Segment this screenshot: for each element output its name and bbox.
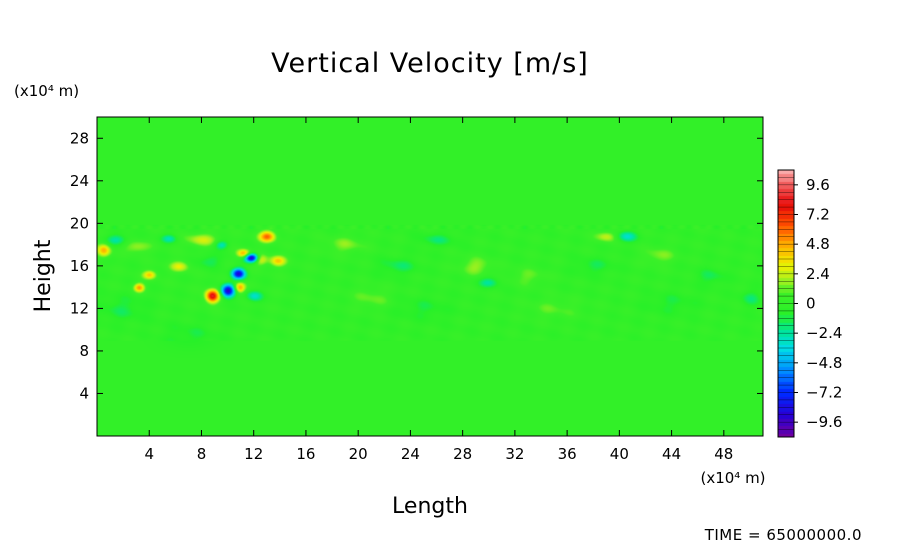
colorbar: 9.6 7.2 4.8 2.4 0 −2.4 −4.8 −7.2 −9.6 <box>777 169 842 438</box>
colorbar-tick-label: −2.4 <box>806 324 842 342</box>
x-tick-label: 36 <box>558 445 577 463</box>
y-tick-label: 28 <box>70 129 89 147</box>
x-tick-label: 32 <box>505 445 524 463</box>
colorbar-tick-label: 4.8 <box>806 235 830 253</box>
plot-area <box>96 116 764 437</box>
x-tick-label: 48 <box>714 445 733 463</box>
y-axis-ticks: 4 8 12 16 20 24 28 <box>70 129 763 402</box>
colorbar-tick-label: 0 <box>806 295 816 313</box>
colorbar-tick-label: 7.2 <box>806 206 830 224</box>
x-axis-ticks: 4 8 12 16 20 24 28 32 36 40 44 48 <box>144 117 733 463</box>
y-tick-label: 12 <box>70 299 89 317</box>
x-tick-label: 24 <box>401 445 420 463</box>
x-axis-label: Length <box>392 494 468 519</box>
colorbar-tick-label: 9.6 <box>806 176 830 194</box>
y-tick-label: 20 <box>70 214 89 232</box>
colorbar-tick-label: 2.4 <box>806 265 830 283</box>
y-axis-label: Height <box>31 239 56 312</box>
colorbar-tick-label: −9.6 <box>806 413 842 431</box>
time-label: TIME = 65000000.0 <box>704 526 862 544</box>
x-tick-label: 16 <box>296 445 315 463</box>
colorbar-tick-label: −4.8 <box>806 354 842 372</box>
plot-frame <box>96 116 764 437</box>
chart-title: Vertical Velocity [m/s] <box>271 48 589 79</box>
x-tick-label: 8 <box>197 445 207 463</box>
colorbar-ticks: 9.6 7.2 4.8 2.4 0 −2.4 −4.8 −7.2 −9.6 <box>794 176 842 431</box>
y-axis-unit: (x10⁴ m) <box>14 82 79 100</box>
x-axis-unit: (x10⁴ m) <box>700 469 765 487</box>
y-tick-label: 16 <box>70 257 89 275</box>
x-tick-label: 44 <box>662 445 681 463</box>
x-tick-label: 28 <box>453 445 472 463</box>
x-tick-label: 4 <box>144 445 154 463</box>
y-tick-label: 4 <box>79 384 89 402</box>
x-tick-label: 40 <box>610 445 629 463</box>
x-tick-label: 20 <box>349 445 368 463</box>
velocity-heatmap <box>97 117 763 436</box>
y-tick-label: 24 <box>70 172 89 190</box>
y-tick-label: 8 <box>79 342 89 360</box>
colorbar-tick-label: −7.2 <box>806 384 842 402</box>
x-tick-label: 12 <box>244 445 263 463</box>
